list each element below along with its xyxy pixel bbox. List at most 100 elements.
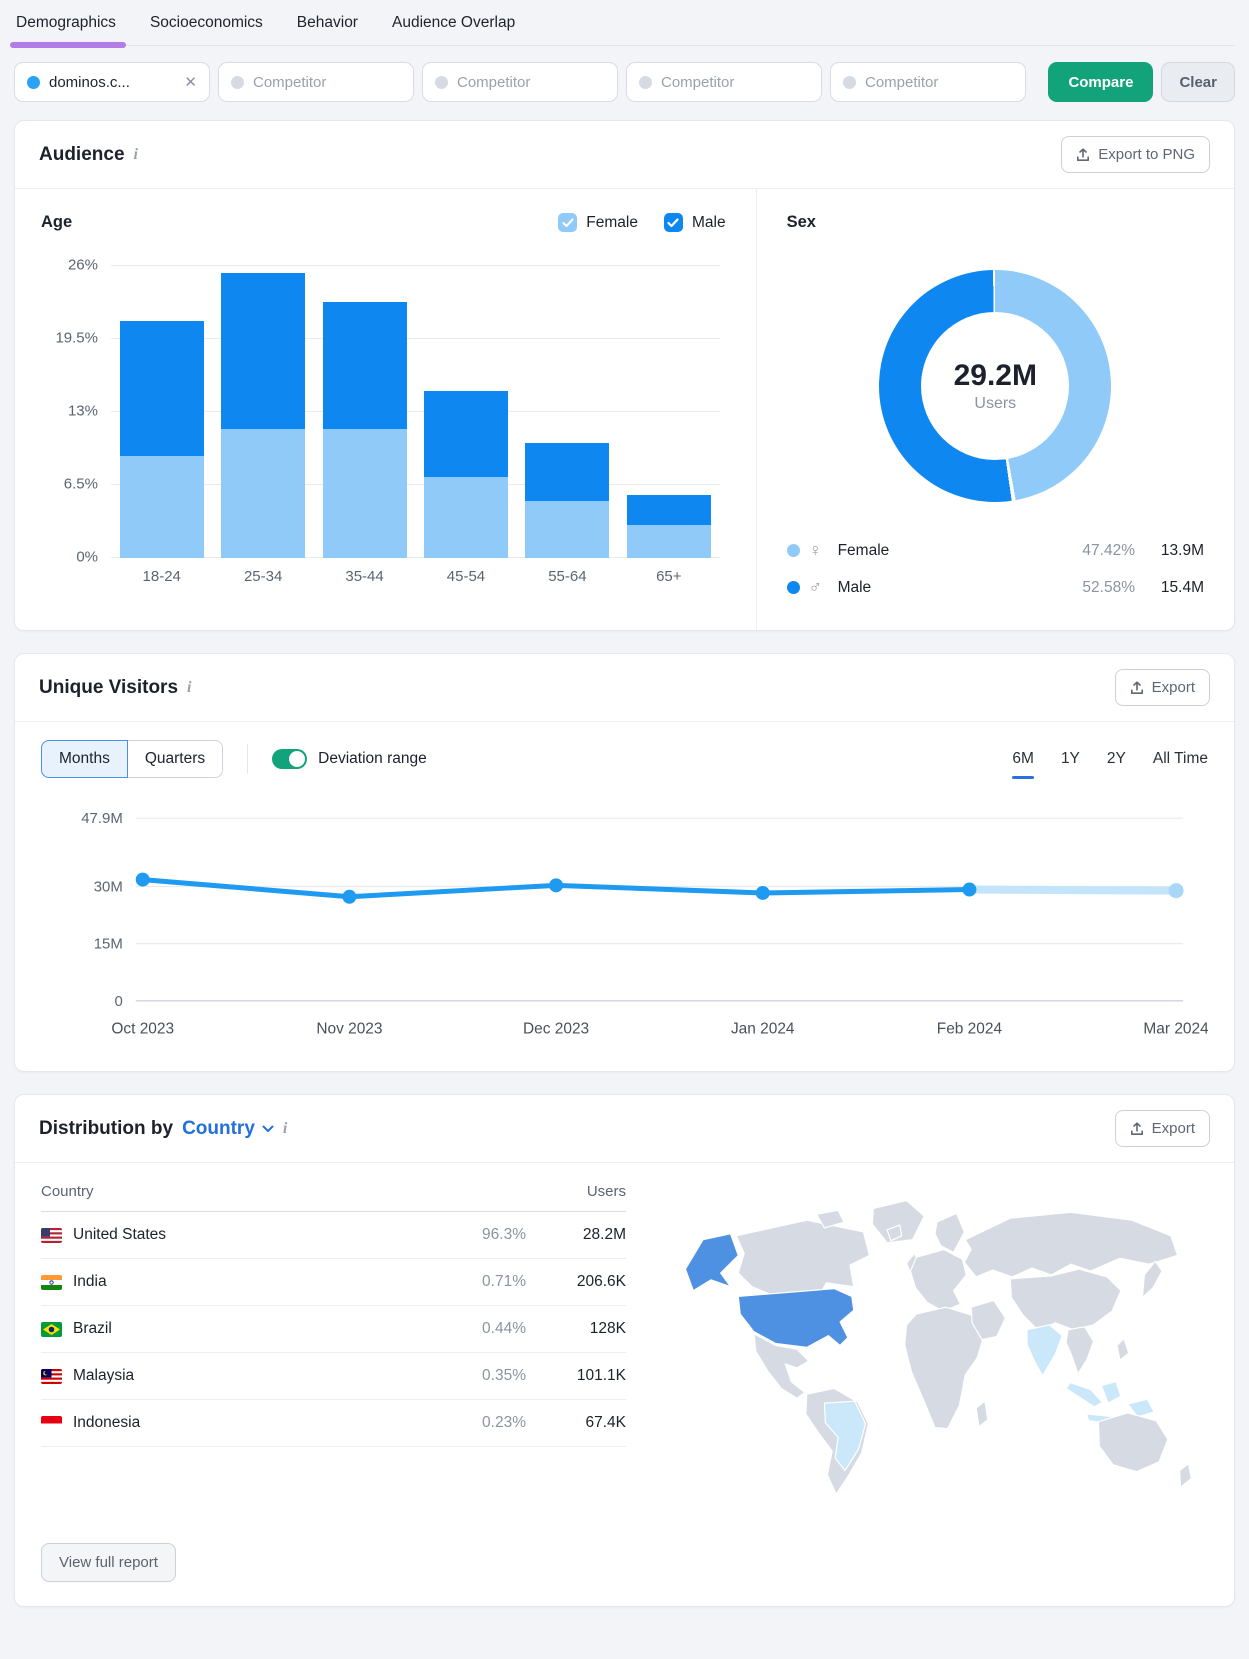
donut-total-value: 29.2M (953, 359, 1037, 392)
male-segment (221, 272, 306, 429)
country-users: 128K (589, 1320, 626, 1337)
competitor-input[interactable]: Competitor (218, 62, 414, 102)
tab-socioeconomics[interactable]: Socioeconomics (149, 14, 263, 31)
female-segment (221, 428, 306, 558)
map-country-united-states (737, 1288, 855, 1348)
competitor-input[interactable]: Competitor (626, 62, 822, 102)
female-segment (423, 477, 508, 558)
unique-visitors-chart: 47.9M 30M 15M 0 Oct 2023 Nov 2023 Dec 2023 Jan … (81, 810, 1209, 1038)
remove-domain-icon[interactable]: ✕ (184, 74, 197, 91)
clear-button[interactable]: Clear (1161, 62, 1235, 102)
projected-segment (965, 885, 1181, 895)
quarters-button[interactable]: Quarters (126, 740, 224, 778)
world-map-panel (626, 1167, 1208, 1509)
x-axis-tick: 25-34 (243, 568, 283, 585)
malaysia-flag-icon (41, 1368, 62, 1384)
y-axis-tick: 13% (67, 402, 98, 420)
chevron-down-icon (262, 1125, 274, 1132)
compare-button[interactable]: Compare (1048, 62, 1154, 102)
deviation-label: Deviation range (318, 750, 427, 767)
sex-legend: ♀ Female 47.42% 13.9M ♂ Male 52.58% 15.4M (786, 532, 1204, 606)
tab-audience-overlap[interactable]: Audience Overlap (391, 14, 516, 31)
distribution-card: Distribution by Country i Export Country… (14, 1094, 1235, 1607)
deviation-toggle[interactable] (272, 749, 308, 769)
map-region-japan (1141, 1260, 1163, 1299)
data-point[interactable] (342, 889, 357, 904)
export-button[interactable]: Export (1114, 669, 1210, 706)
time-range-selector: 6M 1Y 2Y All Time (1012, 750, 1208, 779)
map-region-greenland (871, 1199, 925, 1244)
range-2y[interactable]: 2Y (1106, 750, 1126, 767)
sex-legend-row-female[interactable]: ♀ Female 47.42% 13.9M (786, 532, 1204, 569)
domain-chip-label: dominos.c... (49, 73, 130, 91)
filter-bar: dominos.c... ✕ Competitor Competitor Compe… (14, 62, 1235, 102)
info-icon[interactable]: i (133, 145, 138, 163)
male-checkbox[interactable]: Male (663, 213, 726, 232)
gridline: 6.5% (64, 476, 720, 493)
donut-center: 29.2M Users (921, 312, 1070, 460)
range-all-time[interactable]: All Time (1152, 750, 1208, 767)
map-country-united-states-alaska (684, 1233, 739, 1292)
female-segment (322, 428, 407, 558)
export-icon (1130, 1121, 1143, 1135)
legend-color-dot (786, 544, 800, 557)
tab-behavior[interactable]: Behavior (296, 14, 358, 31)
age-bar-55-64[interactable] (525, 266, 610, 558)
uv-controls: Months Quarters Deviation range 6M 1Y 2Y All… (15, 722, 1234, 786)
range-6m[interactable]: 6M (1012, 750, 1034, 779)
competitor-input[interactable]: Competitor (422, 62, 618, 102)
projected-data-point[interactable] (1168, 883, 1184, 899)
legend-label: Female (837, 541, 890, 559)
male-segment (626, 495, 711, 526)
info-icon[interactable]: i (187, 678, 192, 696)
tab-demographics[interactable]: Demographics (10, 14, 126, 48)
sex-legend-row-male[interactable]: ♂ Male 52.58% 15.4M (786, 569, 1204, 606)
export-to-png-button[interactable]: Export to PNG (1061, 136, 1210, 173)
country-dropdown[interactable]: Country (182, 1118, 274, 1140)
info-icon[interactable]: i (282, 1119, 288, 1137)
unique-visitors-title: Unique Visitors (39, 676, 179, 698)
age-bar-65-[interactable] (626, 266, 711, 558)
male-segment (119, 321, 204, 456)
age-bar-35-44[interactable] (322, 266, 407, 558)
country-name: Indonesia (73, 1414, 141, 1431)
map-country-indonesia-borneo (1100, 1381, 1122, 1404)
map-region-middle-east (970, 1299, 1007, 1341)
competitor-color-dot (231, 75, 244, 89)
data-point[interactable] (962, 882, 977, 897)
range-1y[interactable]: 1Y (1060, 750, 1080, 767)
india-flag-icon (41, 1274, 62, 1290)
months-button[interactable]: Months (41, 740, 128, 778)
age-bar-45-54[interactable] (423, 266, 508, 558)
table-rows: United States 96.3% 28.2M India 0.71% 206.6K B… (41, 1212, 626, 1447)
age-legend: Female Male (558, 213, 726, 232)
competitor-placeholder: Competitor (253, 73, 327, 91)
age-bars (111, 266, 720, 558)
age-bar-18-24[interactable] (119, 266, 204, 558)
country-name: Malaysia (73, 1367, 135, 1384)
view-full-report-button[interactable]: View full report (41, 1542, 176, 1582)
data-point[interactable] (755, 885, 770, 900)
gridline: 0% (76, 549, 720, 566)
country-users: 28.2M (582, 1226, 626, 1243)
gridline: 13% (68, 403, 720, 420)
domain-chip[interactable]: dominos.c... ✕ (14, 62, 210, 102)
y-axis-tick: 19.5% (55, 329, 98, 347)
x-axis-tick: Oct 2023 (111, 1021, 174, 1038)
map-country-india (1026, 1324, 1063, 1377)
data-point[interactable] (549, 878, 564, 893)
x-axis-tick: Dec 2023 (523, 1021, 589, 1038)
granularity-toggle: Months Quarters (41, 740, 224, 778)
divider (247, 744, 249, 774)
map-region-madagascar (975, 1400, 989, 1428)
competitor-input[interactable]: Competitor (830, 62, 1026, 102)
age-bar-25-34[interactable] (221, 266, 306, 558)
data-point[interactable] (135, 872, 150, 887)
brazil-flag-icon (41, 1321, 62, 1337)
export-button[interactable]: Export (1114, 1110, 1210, 1147)
competitor-color-dot (435, 75, 448, 89)
indonesia-flag-icon (41, 1415, 62, 1431)
donut-total-label: Users (974, 395, 1017, 412)
female-checkbox[interactable]: Female (558, 213, 638, 232)
